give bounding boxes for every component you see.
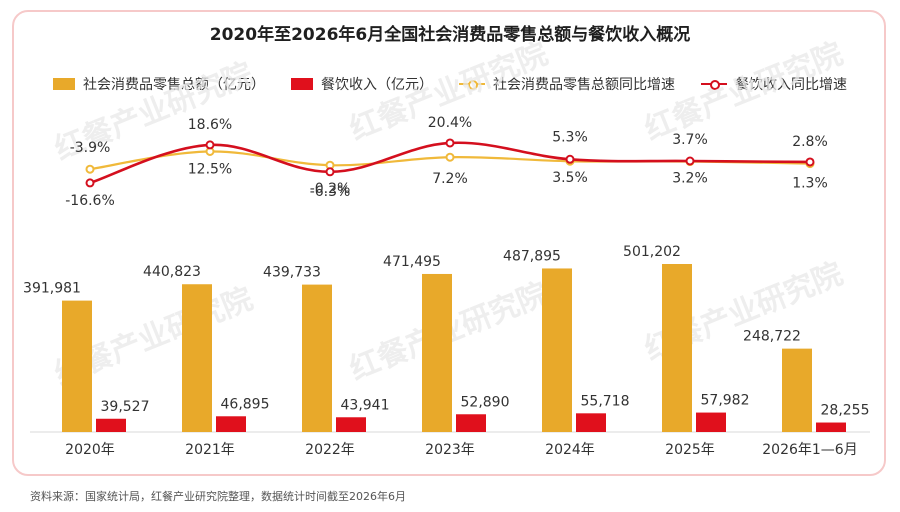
bar-label-retail: 471,495 bbox=[383, 254, 441, 270]
bar-label-retail: 487,895 bbox=[503, 248, 561, 264]
legend-item-catering-growth: 餐饮收入同比增速 bbox=[701, 74, 847, 94]
line-label-retail-growth: -0.2% bbox=[310, 181, 351, 197]
bar-retail bbox=[782, 348, 812, 432]
legend-swatch-retail-growth bbox=[459, 78, 485, 90]
bar-label-catering: 28,255 bbox=[821, 403, 870, 419]
x-tick-label: 2022年 bbox=[305, 442, 355, 458]
point-catering-growth bbox=[685, 156, 695, 166]
line-label-catering-growth: 18.6% bbox=[188, 117, 232, 133]
legend-label-catering-growth: 餐饮收入同比增速 bbox=[735, 77, 847, 93]
bar-label-catering: 46,895 bbox=[221, 396, 270, 412]
bar-catering bbox=[96, 418, 126, 432]
bar-label-catering: 52,890 bbox=[461, 394, 510, 410]
point-catering-growth bbox=[205, 140, 215, 150]
line-label-retail-growth: 12.5% bbox=[188, 162, 232, 178]
bar-label-retail: 391,981 bbox=[23, 281, 81, 297]
bar-label-catering: 43,941 bbox=[341, 397, 390, 413]
bar-retail bbox=[422, 273, 452, 432]
point-catering-growth bbox=[325, 167, 335, 177]
line-label-retail-growth: 7.2% bbox=[432, 171, 468, 187]
legend-item-catering: 餐饮收入（亿元） bbox=[291, 74, 433, 94]
line-label-catering-growth: 5.3% bbox=[552, 129, 588, 145]
bar-label-catering: 55,718 bbox=[581, 393, 630, 409]
bar-catering bbox=[696, 412, 726, 432]
legend-label-retail-growth: 社会消费品零售总额同比增速 bbox=[493, 77, 675, 93]
point-catering-growth bbox=[445, 138, 455, 148]
line-label-catering-growth: 3.7% bbox=[672, 132, 708, 148]
legend-item-retail: 社会消费品零售总额（亿元） bbox=[53, 74, 265, 94]
bar-label-retail: 439,733 bbox=[263, 265, 321, 281]
bar-catering bbox=[816, 422, 846, 432]
bar-retail bbox=[542, 268, 572, 432]
bar-catering bbox=[336, 417, 366, 432]
point-retail-growth bbox=[85, 164, 95, 174]
source-note: 资料来源：国家统计局，红餐产业研究院整理，数据统计时间截至2026年6月 bbox=[30, 490, 406, 503]
x-tick-label: 2025年 bbox=[665, 442, 715, 458]
point-catering-growth bbox=[85, 178, 95, 188]
point-catering-growth bbox=[805, 157, 815, 167]
x-tick-label: 2023年 bbox=[425, 442, 475, 458]
bar-label-retail: 501,202 bbox=[623, 244, 681, 260]
bar-label-retail: 248,722 bbox=[743, 329, 801, 345]
watermark-text: 红餐产业研究院 bbox=[640, 36, 848, 147]
bar-catering bbox=[216, 416, 246, 432]
bar-retail bbox=[62, 300, 92, 432]
legend-swatch-retail bbox=[53, 78, 75, 90]
bar-retail bbox=[302, 284, 332, 432]
line-label-catering-growth: -16.6% bbox=[65, 193, 115, 209]
x-tick-label: 2024年 bbox=[545, 442, 595, 458]
bar-retail bbox=[182, 284, 212, 432]
point-catering-growth bbox=[565, 154, 575, 164]
x-tick-label: 2020年 bbox=[65, 442, 115, 458]
legend: 社会消费品零售总额（亿元） 餐饮收入（亿元） 社会消费品零售总额同比增速 餐饮收… bbox=[0, 74, 900, 94]
line-label-catering-growth: 20.4% bbox=[428, 115, 472, 131]
legend-label-retail: 社会消费品零售总额（亿元） bbox=[83, 77, 265, 93]
legend-label-catering: 餐饮收入（亿元） bbox=[321, 77, 433, 93]
x-tick-label: 2021年 bbox=[185, 442, 235, 458]
line-label-retail-growth: 3.5% bbox=[552, 170, 588, 186]
bar-catering bbox=[576, 413, 606, 432]
line-label-retail-growth: 1.3% bbox=[792, 176, 828, 192]
bar-label-catering: 39,527 bbox=[101, 399, 150, 415]
line-label-catering-growth: 2.8% bbox=[792, 134, 828, 150]
line-label-catering-growth: -6.3% bbox=[310, 184, 351, 200]
x-tick-label: 2026年1—6月 bbox=[762, 442, 857, 458]
bar-label-catering: 57,982 bbox=[701, 393, 750, 409]
line-label-retail-growth: 3.2% bbox=[672, 171, 708, 187]
bar-retail bbox=[662, 264, 692, 432]
chart-title: 2020年至2026年6月全国社会消费品零售总额与餐饮收入概况 bbox=[209, 25, 691, 45]
bar-catering bbox=[456, 414, 486, 432]
legend-item-retail-growth: 社会消费品零售总额同比增速 bbox=[459, 74, 675, 94]
bar-label-retail: 440,823 bbox=[143, 264, 201, 280]
legend-swatch-catering bbox=[291, 78, 313, 90]
point-retail-growth bbox=[445, 152, 455, 162]
legend-swatch-catering-growth bbox=[701, 78, 727, 90]
line-label-retail-growth: -3.9% bbox=[70, 140, 111, 156]
